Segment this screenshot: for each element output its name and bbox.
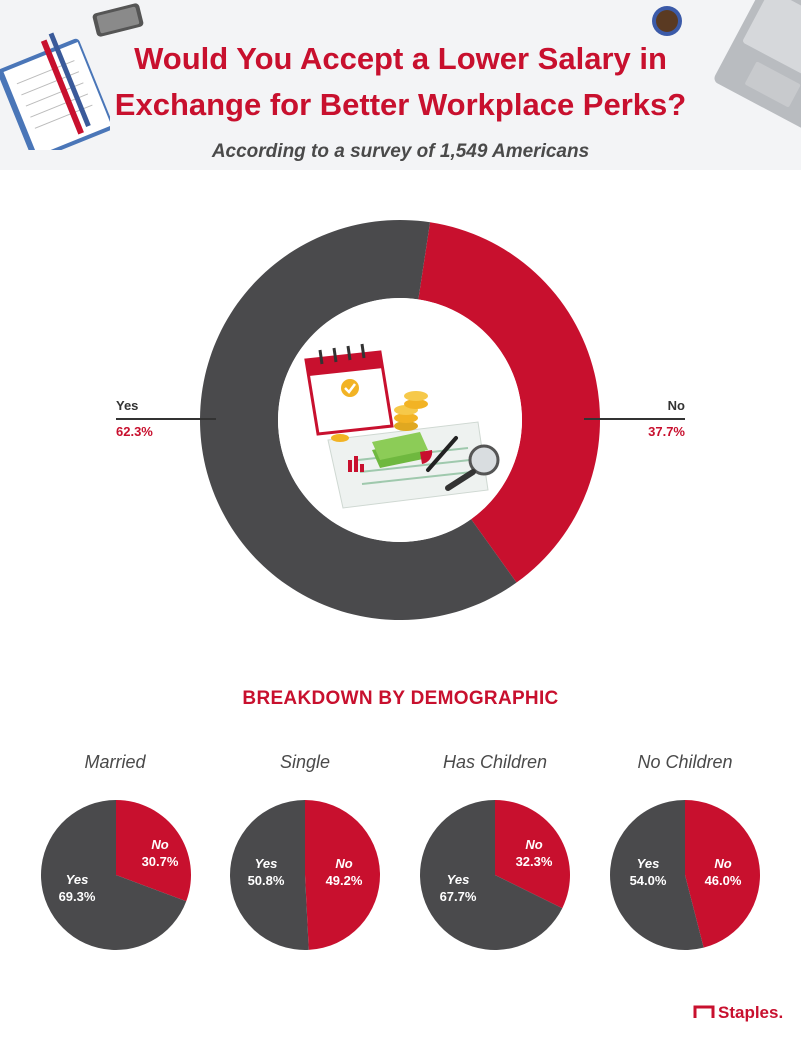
has-children-yes-slice: [420, 800, 563, 950]
married-title: Married: [84, 752, 146, 772]
married-pie-chart: [41, 800, 192, 950]
single-title: Single: [279, 752, 331, 772]
main-yes-value: 62.3%: [116, 424, 153, 439]
section-title: BREAKDOWN BY DEMOGRAPHIC: [242, 688, 559, 709]
married-no-slice: [116, 800, 192, 902]
main-yes-label: Yes: [116, 398, 139, 413]
title-line-1: Would You Accept a Lower Salary in: [134, 41, 667, 76]
married-yes-slice: [41, 800, 187, 950]
phone-icon: [92, 3, 144, 37]
finance-illustration: [304, 343, 500, 509]
has-children-pie-chart: [420, 800, 570, 950]
pie-sticker-icon: [420, 450, 433, 464]
calendar-icon: [304, 343, 394, 436]
no-children-pie-chart: [610, 800, 760, 950]
main-yes-leader-line: [116, 418, 216, 420]
main-no-value: 37.7%: [648, 424, 685, 439]
no-children-yes-label: Yes 54.0%: [629, 856, 667, 888]
main-no-leader-line: [584, 418, 685, 420]
has-children-yes-label: Yes 67.7%: [439, 872, 477, 904]
has-children-no-slice: [495, 800, 570, 909]
single-no-slice: [305, 800, 381, 950]
laptop-icon: [714, 0, 801, 131]
staples-logo-icon: [693, 1005, 715, 1018]
no-children-yes-slice: [610, 800, 704, 950]
has-children-no-label: No 32.3%: [515, 837, 553, 869]
page-subtitle: According to a survey of 1,549 Americans: [211, 141, 590, 162]
main-yes-callout: Yes 62.3%: [116, 398, 216, 439]
cash-icon: [372, 432, 428, 468]
married-yes-label: Yes 69.3%: [58, 872, 96, 904]
no-children-no-label: No 46.0%: [704, 856, 742, 888]
single-no-label: No 49.2%: [325, 856, 363, 888]
title-line-2: Exchange for Better Workplace Perks?: [114, 87, 687, 122]
main-no-label: No: [667, 398, 685, 413]
main-no-slice: [418, 222, 600, 583]
staples-logo-text: Staples.: [718, 1003, 784, 1022]
main-no-callout: No 37.7%: [584, 398, 685, 439]
magnifier-icon: [445, 444, 500, 491]
notebook-icon: [0, 32, 110, 150]
coins-icon: [331, 391, 428, 442]
page-title: Would You Accept a Lower Salary in Excha…: [0, 36, 801, 128]
coffee-cup-icon: [652, 6, 682, 36]
has-children-title: Has Children: [442, 752, 548, 772]
no-children-title: No Children: [637, 752, 733, 772]
pen-icon: [426, 436, 458, 472]
main-yes-slice: [199, 219, 517, 620]
single-yes-slice: [230, 800, 309, 950]
no-children-no-slice: [685, 800, 760, 948]
single-yes-label: Yes 50.8%: [247, 856, 285, 888]
bar-chart-icon: [348, 456, 364, 472]
staples-logo[interactable]: Staples.: [693, 1003, 783, 1023]
married-no-label: No 30.7%: [141, 837, 179, 869]
single-pie-chart: [230, 800, 381, 950]
